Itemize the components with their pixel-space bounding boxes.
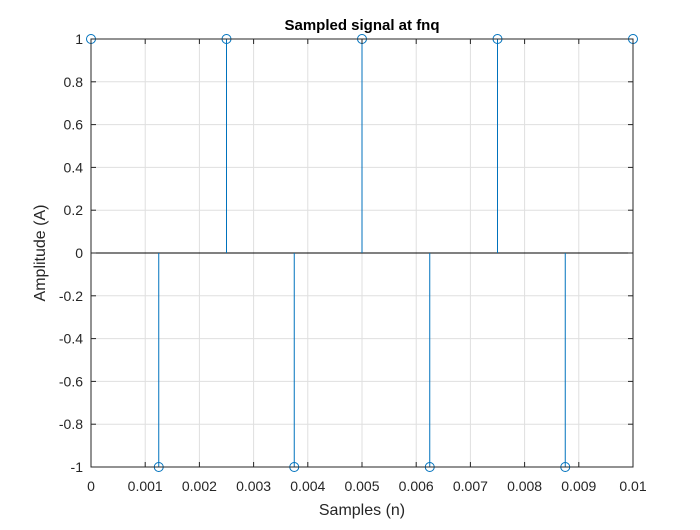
y-tick-label: 0 <box>75 245 83 261</box>
y-axis-label: Amplitude (A) <box>32 205 49 302</box>
y-tick-label: 0.8 <box>64 74 84 90</box>
x-tick-label: 0.007 <box>453 478 488 494</box>
y-tick-label: -0.4 <box>59 331 83 347</box>
y-tick-label: 0.2 <box>64 202 84 218</box>
x-tick-label: 0.001 <box>128 478 163 494</box>
y-tick-label: -1 <box>71 459 84 475</box>
y-tick-label: -0.6 <box>59 373 83 389</box>
x-tick-label: 0.01 <box>619 478 646 494</box>
x-axis-ticks: 0 0.001 0.002 0.003 0.004 0.005 0.006 0.007 0.00… <box>87 39 647 494</box>
x-tick-label: 0.003 <box>236 478 271 494</box>
y-tick-label: 0.6 <box>64 117 84 133</box>
y-axis-ticks: 1 0.8 0.6 0.4 0.2 0 -0.2 -0.4 -0.6 -0.8 -1 <box>59 31 633 475</box>
y-tick-label: 0.4 <box>64 159 84 175</box>
x-tick-label: 0.006 <box>399 478 434 494</box>
x-tick-label: 0.008 <box>507 478 542 494</box>
y-tick-label: 1 <box>75 31 83 47</box>
y-tick-label: -0.8 <box>59 416 83 432</box>
x-tick-label: 0 <box>87 478 95 494</box>
x-tick-label: 0.009 <box>561 478 596 494</box>
x-tick-label: 0.005 <box>344 478 379 494</box>
chart-title: Sampled signal at fnq <box>284 17 439 34</box>
y-tick-label: -0.2 <box>59 288 83 304</box>
x-axis-label: Samples (n) <box>319 502 405 519</box>
x-tick-label: 0.004 <box>290 478 325 494</box>
x-tick-label: 0.002 <box>182 478 217 494</box>
